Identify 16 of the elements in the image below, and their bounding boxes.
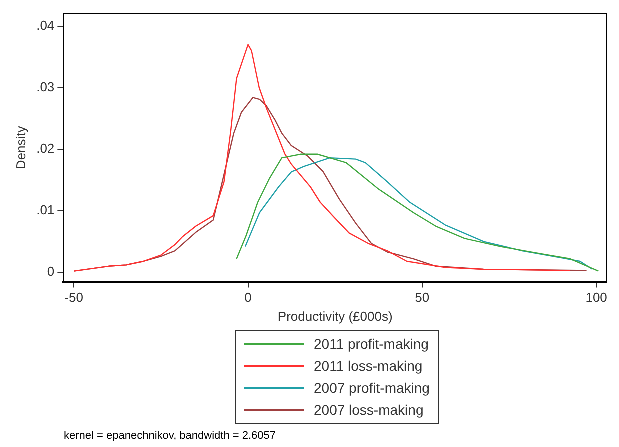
y-axis-title: Density [13,126,28,170]
legend-label: 2011 profit-making [314,336,429,352]
legend-label: 2011 loss-making [314,358,423,374]
text: kernel = epanechnikov, bandwidth = 2.6057 [64,430,276,442]
y-tick-label: .04 [36,18,55,33]
legend-label: 2007 profit-making [314,380,430,396]
y-tick-label: .01 [36,202,55,218]
y-tick-label: .03 [36,79,55,94]
x-tick-label: 50 [415,290,430,306]
y-tick-label: .02 [36,141,55,156]
x-axis-title: Productivity (£000s) [278,308,393,324]
legend-label: 2007 loss-making [314,402,424,418]
x-tick-label: 0 [244,290,252,306]
x-tick-label: 100 [586,290,608,306]
y-tick-label: 0 [47,264,55,280]
x-tick-label: -50 [64,290,84,306]
